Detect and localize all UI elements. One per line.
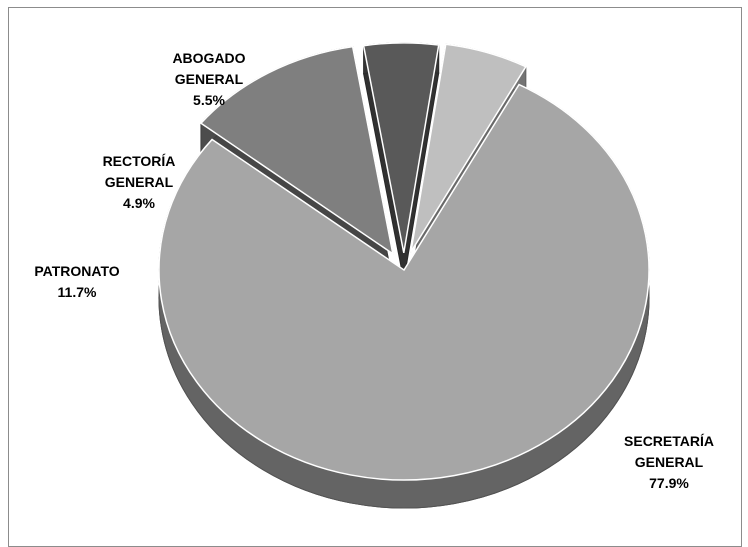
pie-label-secretaria-general: SECRETARÍA GENERAL 77.9% <box>624 433 714 491</box>
pie-slice-secretaria-general <box>158 83 650 481</box>
pie-label-abogado-general: ABOGADO GENERAL 5.5% <box>172 50 245 108</box>
pie-label-patronato: PATRONATO 11.7% <box>34 263 119 300</box>
pie-slice-abogado-general <box>410 43 527 253</box>
pie-slice-patronato <box>199 45 394 256</box>
pie-labels: SECRETARÍA GENERAL 77.9% PATRONATO 11.7% RECT… <box>34 50 714 491</box>
pie-label-rectoria-general: RECTORÍA GENERAL 4.9% <box>103 153 176 211</box>
pie-slices <box>158 42 650 481</box>
pie-slice-rectoria-general <box>362 42 440 254</box>
pie-chart: SECRETARÍA GENERAL 77.9% PATRONATO 11.7% RECT… <box>34 42 714 509</box>
chart-frame: SECRETARÍA GENERAL 77.9% PATRONATO 11.7% RECT… <box>8 7 742 547</box>
